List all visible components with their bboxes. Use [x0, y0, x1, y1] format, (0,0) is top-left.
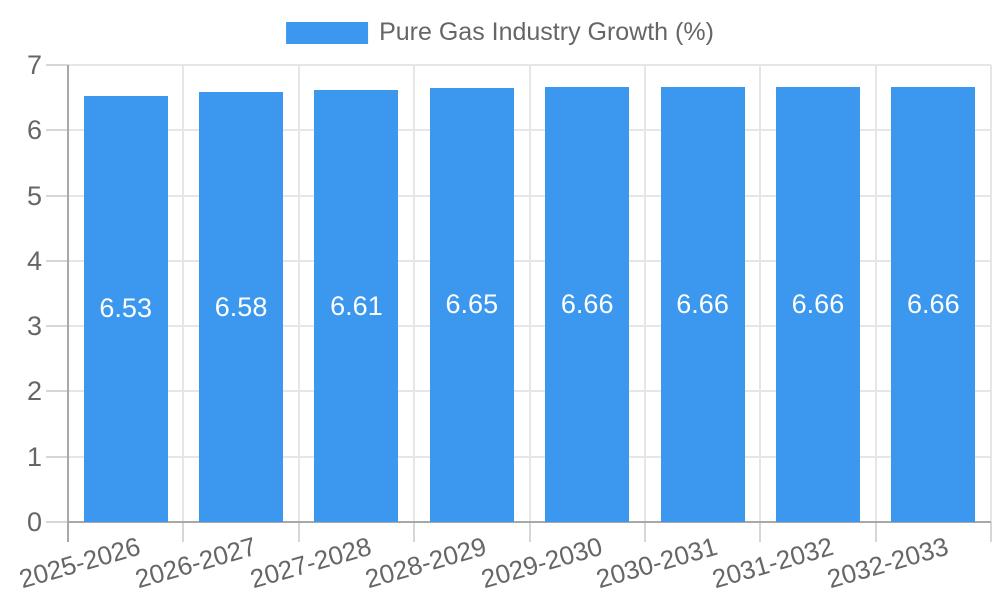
x-gridline: [759, 65, 762, 522]
y-tick-mark: [46, 259, 68, 262]
bar-value-label: 6.66: [791, 289, 845, 320]
x-tick-mark: [759, 522, 762, 542]
bar[interactable]: 6.61: [314, 90, 399, 522]
x-tick-mark: [182, 522, 185, 542]
legend-item[interactable]: Pure Gas Industry Growth (%): [286, 18, 714, 47]
y-tick-label: 4: [26, 245, 42, 276]
y-axis-line: [67, 65, 69, 542]
bar[interactable]: 6.66: [891, 87, 976, 522]
bar[interactable]: 6.65: [429, 87, 514, 522]
bar-value-label: 6.66: [907, 289, 960, 320]
y-tick-mark: [46, 194, 68, 197]
y-tick-mark: [46, 129, 68, 132]
y-tick-label: 2: [26, 376, 42, 407]
x-gridline: [413, 65, 416, 522]
bar[interactable]: 6.66: [660, 87, 745, 522]
x-tick-label: 2031-2032: [708, 531, 837, 595]
x-tick-mark: [528, 522, 531, 542]
y-tick-mark: [46, 64, 68, 66]
y-tick-label: 1: [26, 441, 42, 472]
y-tick-mark: [46, 325, 68, 328]
x-gridline: [643, 65, 646, 522]
x-axis-line: [68, 521, 991, 523]
x-tick-label: 2030-2031: [593, 531, 721, 595]
bar[interactable]: 6.58: [199, 92, 284, 522]
x-tick-mark: [413, 522, 416, 542]
x-tick-mark: [297, 522, 300, 542]
y-tick-label: 3: [26, 311, 42, 342]
x-gridline: [297, 65, 300, 522]
y-tick-mark: [46, 455, 68, 458]
x-gridline: [182, 65, 185, 522]
x-tick-mark: [643, 522, 646, 542]
x-tick-label: 2032-2033: [823, 531, 952, 595]
x-tick-label: 2027-2028: [246, 531, 375, 595]
x-tick-mark: [990, 522, 992, 542]
x-tick-label: 2029-2030: [477, 531, 606, 595]
bar-value-label: 6.66: [676, 289, 729, 320]
x-gridline: [528, 65, 531, 522]
legend-swatch: [286, 21, 369, 44]
x-tick-label: 2025-2026: [16, 531, 144, 595]
bar-value-label: 6.53: [99, 293, 152, 324]
y-tick-mark: [46, 521, 68, 523]
bar-value-label: 6.65: [445, 289, 499, 320]
y-tick-mark: [46, 390, 68, 393]
x-gridline: [874, 65, 877, 522]
bar-value-label: 6.61: [330, 290, 383, 321]
y-tick-label: 0: [26, 507, 42, 537]
bar-value-label: 6.66: [560, 289, 614, 320]
x-tick-mark: [874, 522, 877, 542]
y-tick-label: 7: [26, 50, 42, 80]
bar[interactable]: 6.66: [545, 87, 630, 522]
y-tick-label: 5: [26, 180, 42, 211]
bar[interactable]: 6.53: [83, 95, 168, 522]
x-tick-label: 2028-2029: [362, 531, 491, 595]
bar[interactable]: 6.66: [775, 87, 860, 522]
bar-value-label: 6.58: [214, 291, 268, 322]
legend-label: Pure Gas Industry Growth (%): [379, 18, 714, 46]
y-tick-label: 6: [26, 115, 42, 146]
x-tick-label: 2026-2027: [131, 531, 260, 595]
x-gridline: [990, 65, 992, 522]
